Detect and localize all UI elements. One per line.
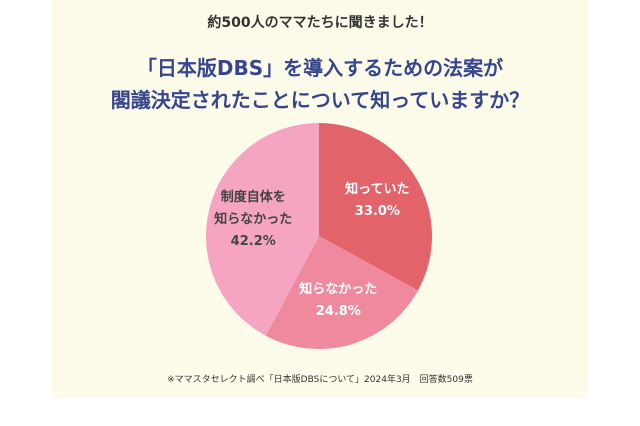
- value-label: 33.0%: [354, 204, 400, 220]
- pie-slice: [319, 123, 432, 291]
- value-label: 24.8%: [315, 303, 361, 319]
- chart-title: 「日本版DBS」を導入するための法案が 閣議決定されたことについて知っていますか…: [110, 56, 530, 112]
- value-label: 42.2%: [230, 233, 276, 249]
- slice-label: 知らなかった 24.8%: [299, 279, 377, 323]
- slice-label: 知っていた 33.0%: [345, 179, 409, 223]
- category: 知っていた: [345, 182, 410, 198]
- subtitle: 約500人のママたちに聞きました！: [207, 15, 433, 31]
- slice-label: 制度自体を 知らなかった 42.2%: [214, 187, 292, 253]
- category: 知らなかった: [299, 281, 378, 297]
- pie-slice: [265, 236, 419, 349]
- pie-slice: [206, 123, 319, 336]
- source-note: ※ママスタセレクト調べ「日本版DBSについて」2024年3月 回答数509票: [167, 375, 473, 385]
- category: 制度自体を 知らなかった: [214, 189, 293, 227]
